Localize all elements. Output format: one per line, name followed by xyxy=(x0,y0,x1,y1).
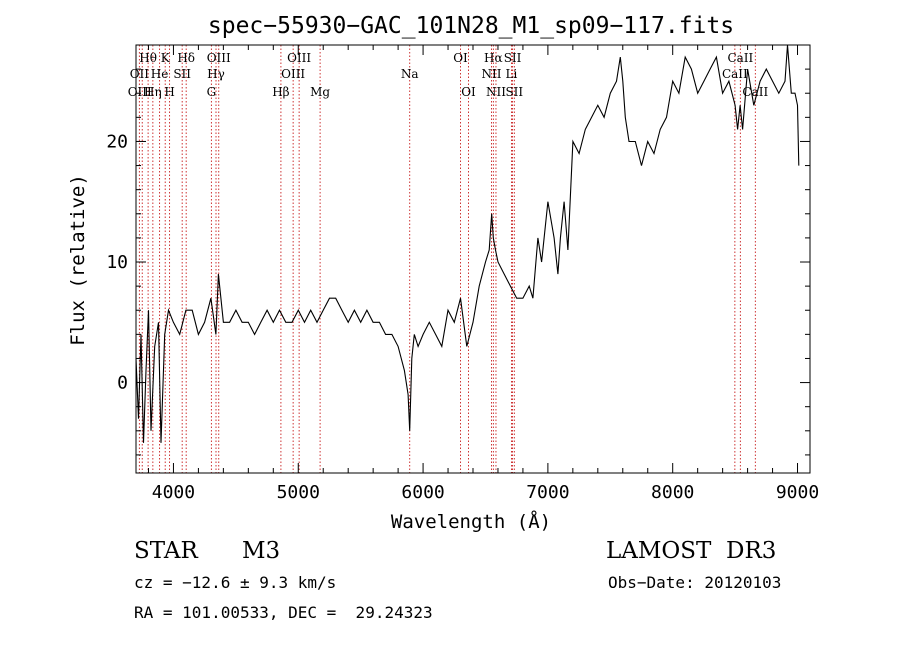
line-label: OIII xyxy=(281,67,305,81)
line-label: Hη xyxy=(144,85,162,99)
line-label: SII xyxy=(173,67,191,81)
line-label: OI xyxy=(461,85,476,99)
line-label: Na xyxy=(401,67,419,81)
line-label: SII xyxy=(504,51,522,65)
y-axis: 0 10 20 xyxy=(106,68,810,456)
line-label: CaII xyxy=(727,51,753,65)
sky-coordinates: RA = 101.00533, DEC = 29.24323 xyxy=(134,603,433,622)
line-label: Hα xyxy=(484,51,503,65)
line-label: Mg xyxy=(310,85,330,99)
line-label: SII xyxy=(505,85,523,99)
line-label: OIII xyxy=(207,51,231,65)
emission-line-markers xyxy=(138,45,756,473)
x-tick-label: 5000 xyxy=(277,482,320,503)
x-tick-label: 6000 xyxy=(401,482,444,503)
line-label: K xyxy=(161,51,171,65)
y-tick-label: 20 xyxy=(106,131,128,152)
chart-title: spec−55930−GAC_101N28_M1_sp09−117.fits xyxy=(208,13,734,39)
line-label: H xyxy=(164,85,174,99)
survey-name: LAMOST DR3 xyxy=(606,538,777,564)
line-label: Hδ xyxy=(177,51,195,65)
line-label: OIII xyxy=(128,85,152,99)
line-label: Li xyxy=(506,67,518,81)
observation-date: Obs−Date: 20120103 xyxy=(608,573,782,592)
object-class: STAR xyxy=(134,538,198,564)
x-tick-label: 9000 xyxy=(776,482,819,503)
x-axis-label: Wavelength (Å) xyxy=(391,510,551,533)
x-tick-label: 4000 xyxy=(152,482,195,503)
plot-frame xyxy=(135,44,811,474)
redshift-velocity: cz = −12.6 ± 9.3 km/s xyxy=(134,573,337,592)
object-subclass: M3 xyxy=(242,538,281,564)
x-axis: 4000 5000 6000 7000 8000 9000 xyxy=(147,45,819,503)
line-label: CaII xyxy=(722,67,748,81)
line-label: NII xyxy=(481,67,501,81)
x-tick-label: 8000 xyxy=(651,482,694,503)
line-label: Hβ xyxy=(272,85,289,99)
y-tick-label: 0 xyxy=(117,373,128,394)
line-label: NII xyxy=(486,85,506,99)
line-label: G xyxy=(207,85,217,99)
spectrum-line xyxy=(135,44,800,443)
line-label: OIII xyxy=(287,51,311,65)
line-label: He xyxy=(151,67,169,81)
line-label: OI xyxy=(453,51,468,65)
line-label: Hθ xyxy=(139,51,157,65)
line-label: Hγ xyxy=(207,67,225,81)
line-label: CaII xyxy=(742,85,768,99)
y-axis-label: Flux (relative) xyxy=(67,174,89,346)
x-tick-label: 7000 xyxy=(526,482,569,503)
line-label: OII xyxy=(130,67,150,81)
y-tick-label: 10 xyxy=(106,252,128,273)
